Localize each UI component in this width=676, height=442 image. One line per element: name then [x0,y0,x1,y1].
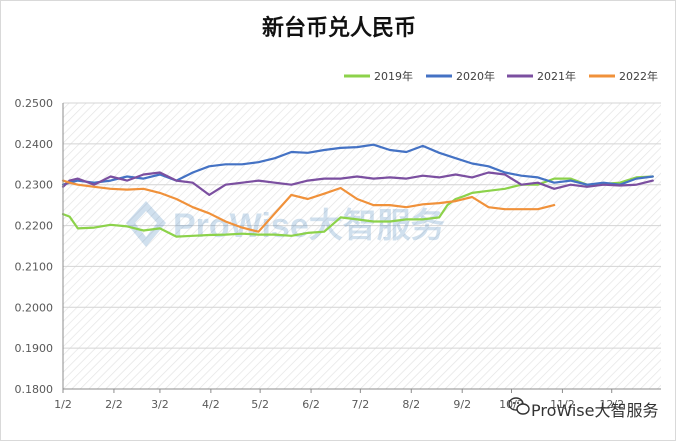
y-tick-label: 0.1900 [15,342,54,355]
series-line-4 [61,179,556,233]
legend: 2019年 2020年 2021年 2022年 [344,69,658,83]
series-line-1 [61,175,654,238]
watermark: ProWise大智服务 [126,201,445,247]
y-tick-labels: 0.2500 0.2400 0.2300 0.2200 0.2100 0.2000 0.19… [15,97,54,396]
corner-watermark: ProWise大智服务 [508,397,658,420]
legend-label: 2022年 [619,69,658,83]
y-tick-label: 0.1800 [15,383,54,396]
x-tick-label: 12/2 [599,398,624,411]
legend-label: 2019年 [374,69,413,83]
plot-area [63,103,661,389]
corner-watermark-text: ProWise大智服务 [531,401,658,420]
x-tick-label: 7/2 [352,398,370,411]
x-tick-label: 11/2 [550,398,575,411]
legend-label: 2020年 [456,69,495,83]
x-tick-label: 9/2 [453,398,471,411]
series-line-2 [61,143,654,186]
series-layer [61,143,654,238]
wechat-icon [508,397,530,415]
x-tick-label: 8/2 [402,398,420,411]
prowise-logo-icon [126,201,166,247]
y-tick-label: 0.2200 [15,220,54,233]
x-tick-label: 6/2 [302,398,320,411]
gridlines [63,102,661,349]
series-line-3 [61,171,654,196]
y-tick-label: 0.2100 [15,260,54,273]
y-tick-label: 0.2400 [15,138,54,151]
chart-title: 新台币兑人民币 [262,15,416,41]
x-tick-label: 4/2 [202,398,220,411]
y-tick-label: 0.2000 [15,301,54,314]
y-tick-label: 0.2500 [15,97,54,110]
x-tick-label: 1/2 [54,398,72,411]
x-tick-label: 2/2 [105,398,123,411]
watermark-text: ProWise大智服务 [173,207,445,245]
y-tick-label: 0.2300 [15,179,54,192]
legend-label: 2021年 [537,69,576,83]
x-tick-label: 5/2 [251,398,269,411]
x-tick-label: 3/2 [151,398,169,411]
x-tick-labels: 1/2 2/2 3/2 4/2 5/2 6/2 7/2 8/2 9/2 10/2 11/2 12/2 [54,389,624,411]
